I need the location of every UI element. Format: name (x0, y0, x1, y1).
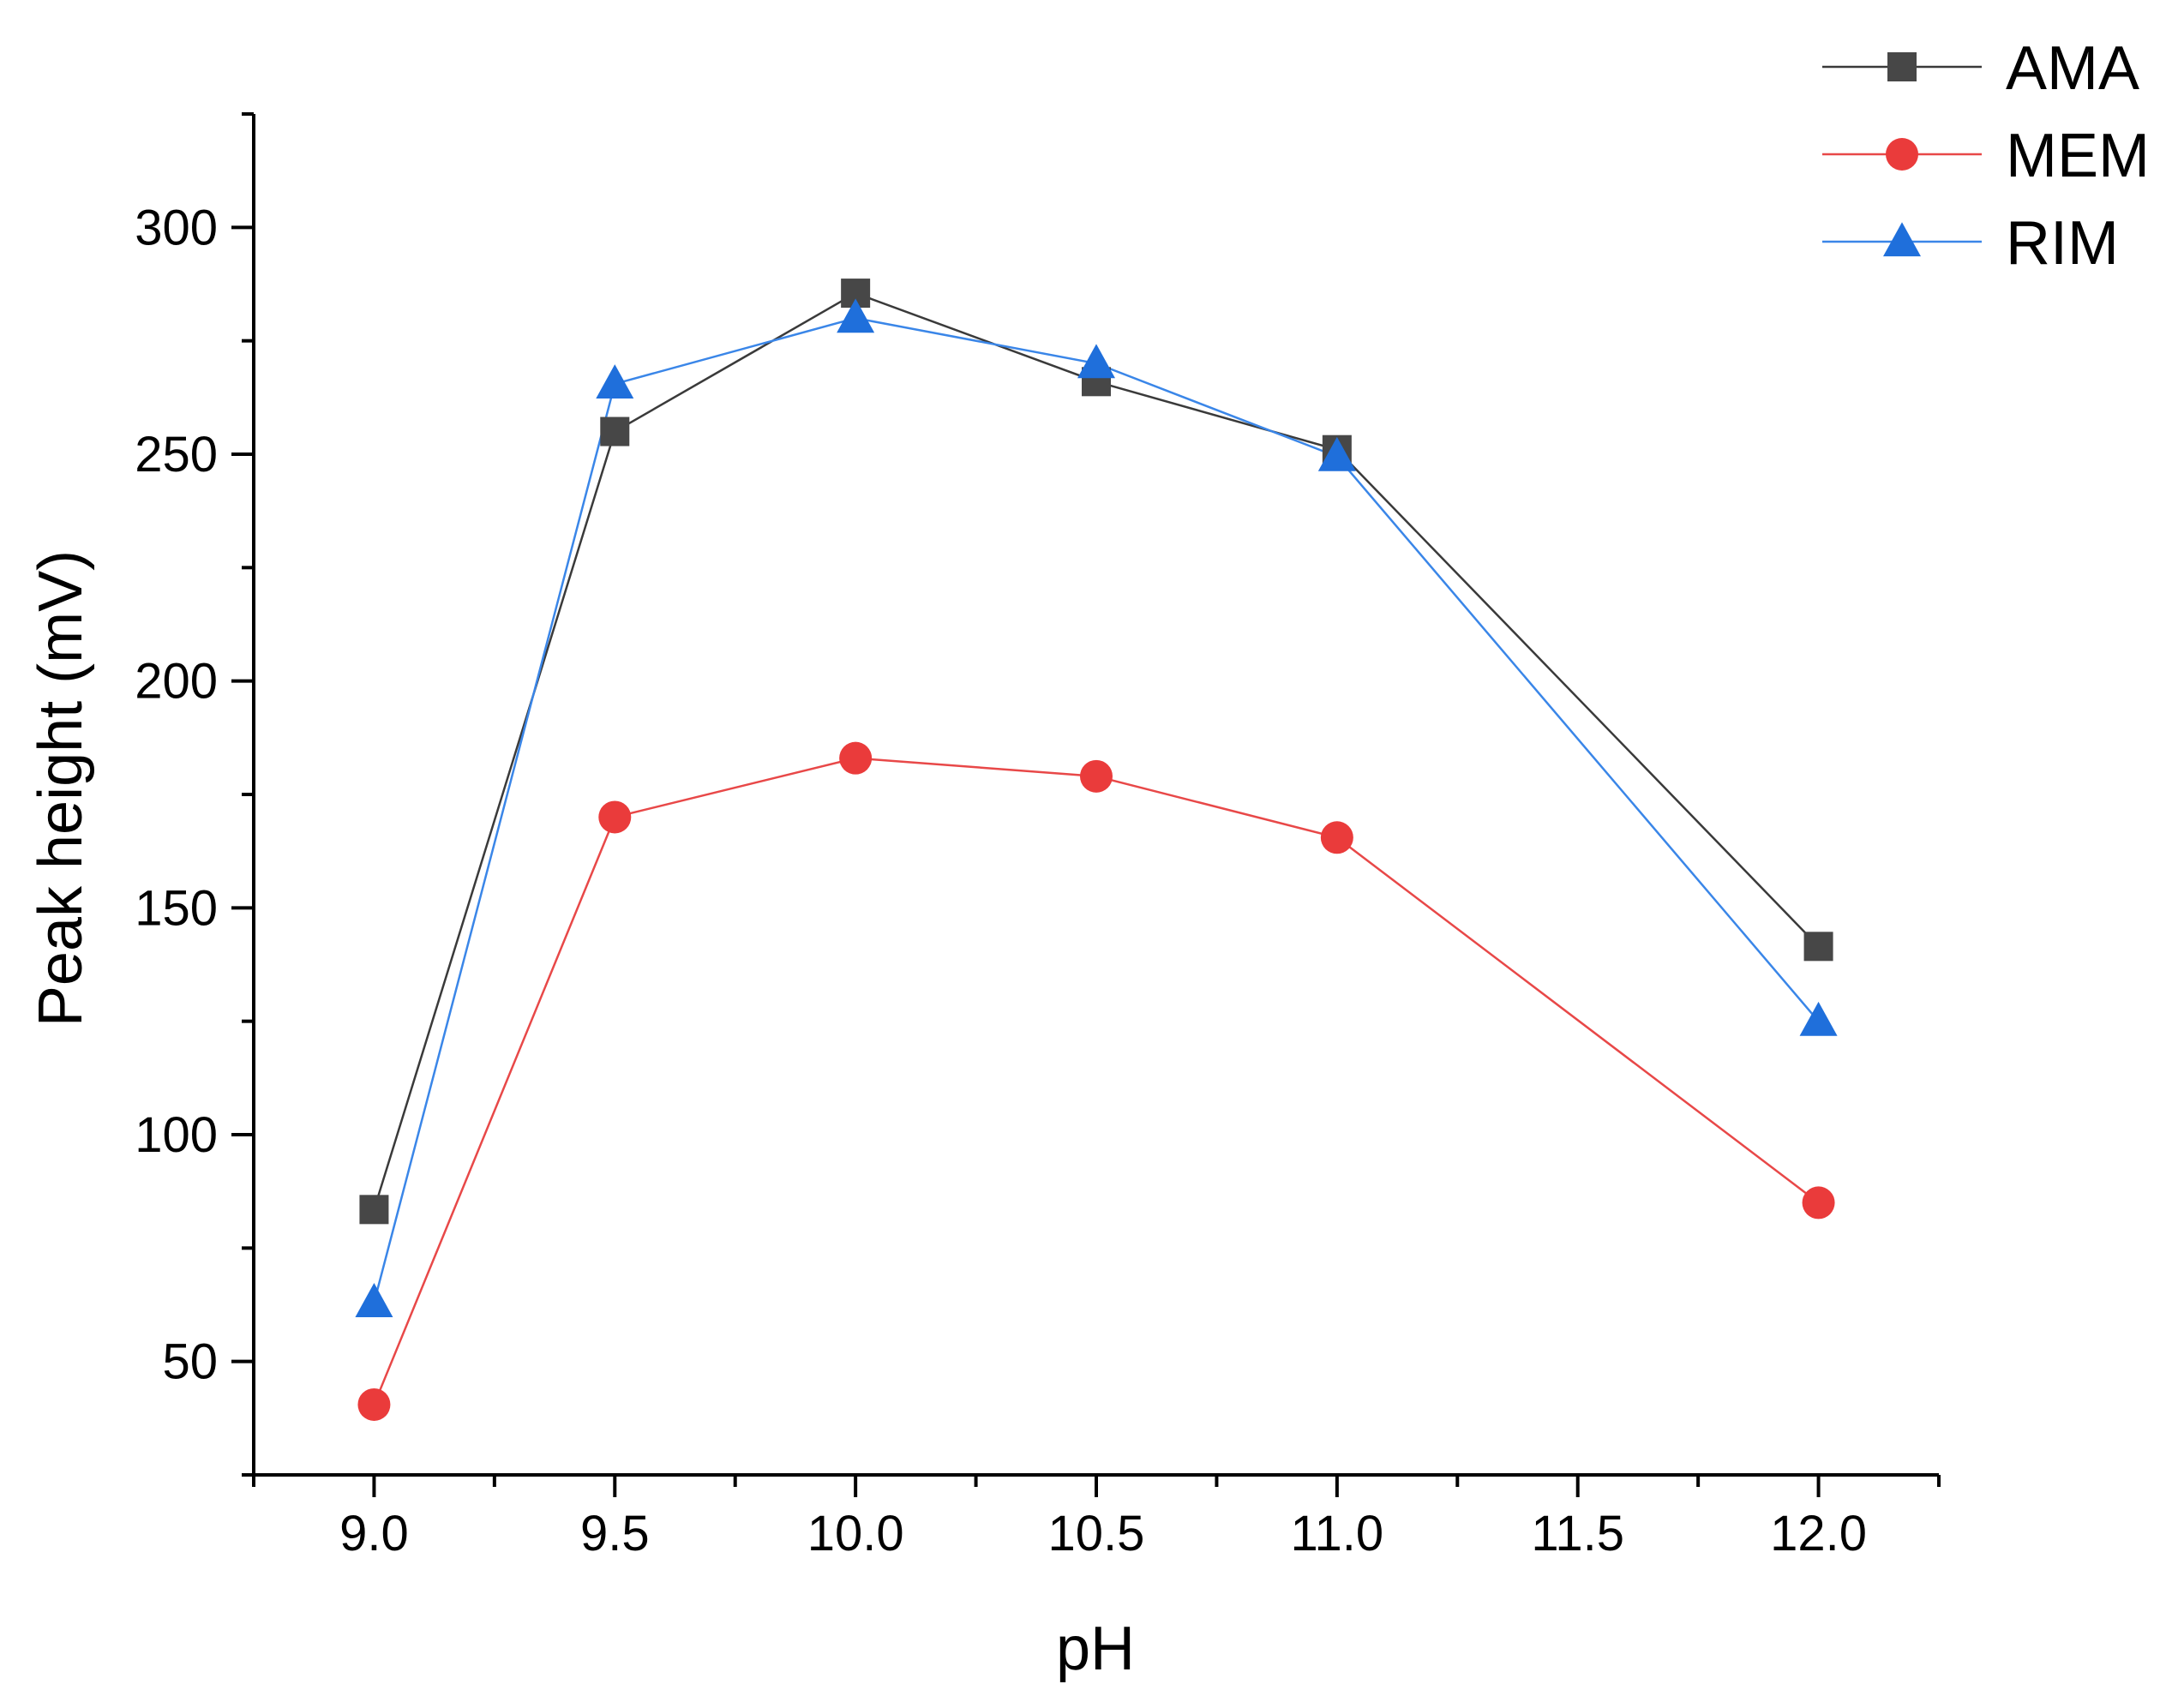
data-point-rim (1317, 436, 1356, 471)
data-point-ama (359, 1195, 389, 1225)
data-point-rim (1799, 1001, 1838, 1036)
legend-label-rim: RIM (2006, 209, 2119, 278)
x-tick-label: 11.0 (1291, 1506, 1384, 1561)
x-tick-label: 12.0 (1770, 1506, 1867, 1561)
legend-label-ama: AMA (2006, 34, 2139, 103)
data-point-mem (1080, 759, 1113, 793)
x-tick-label: 10.5 (1048, 1506, 1145, 1561)
x-tick-label: 10.0 (807, 1506, 904, 1561)
data-point-mem (1802, 1186, 1835, 1220)
legend-label-mem: MEM (2006, 122, 2150, 190)
legend-marker-ama (1887, 52, 1917, 81)
y-tick-label: 50 (162, 1334, 218, 1390)
axes-layer: 50 100 150 200 250 300 9.0 9.5 10.0 10.5 11.0 11.5 1… (135, 112, 1941, 1561)
series-markers-layer (355, 279, 1838, 1421)
y-tick-label: 250 (135, 427, 218, 482)
x-axis-title: pH (1056, 1615, 1135, 1683)
series-line-rim (373, 316, 1820, 1303)
x-tick-label: 9.0 (339, 1506, 409, 1561)
data-point-rim (355, 1283, 393, 1317)
y-tick-label: 100 (135, 1107, 218, 1163)
data-point-rim (1077, 344, 1115, 379)
x-tick-label: 9.5 (580, 1506, 650, 1561)
series-lines-layer (373, 291, 1820, 1405)
data-point-ama (1803, 932, 1833, 962)
data-point-rim (596, 364, 634, 399)
legend-marker-mem (1886, 138, 1918, 171)
data-point-mem (598, 800, 632, 834)
y-tick-label: 200 (135, 654, 218, 710)
data-point-ama (600, 417, 630, 446)
legend: AMA MEM RIM (1822, 34, 2150, 278)
series-line-mem (373, 757, 1820, 1405)
data-point-mem (839, 741, 873, 775)
y-tick-label: 300 (135, 200, 218, 255)
data-point-rim (837, 298, 875, 333)
series-line-ama (373, 291, 1820, 1210)
data-point-mem (357, 1387, 391, 1421)
y-axis-title: Peak height (mV) (27, 550, 95, 1027)
data-point-mem (1320, 821, 1353, 854)
y-tick-label: 150 (135, 880, 218, 936)
legend-marker-rim (1883, 222, 1921, 257)
x-tick-label: 11.5 (1531, 1506, 1624, 1561)
